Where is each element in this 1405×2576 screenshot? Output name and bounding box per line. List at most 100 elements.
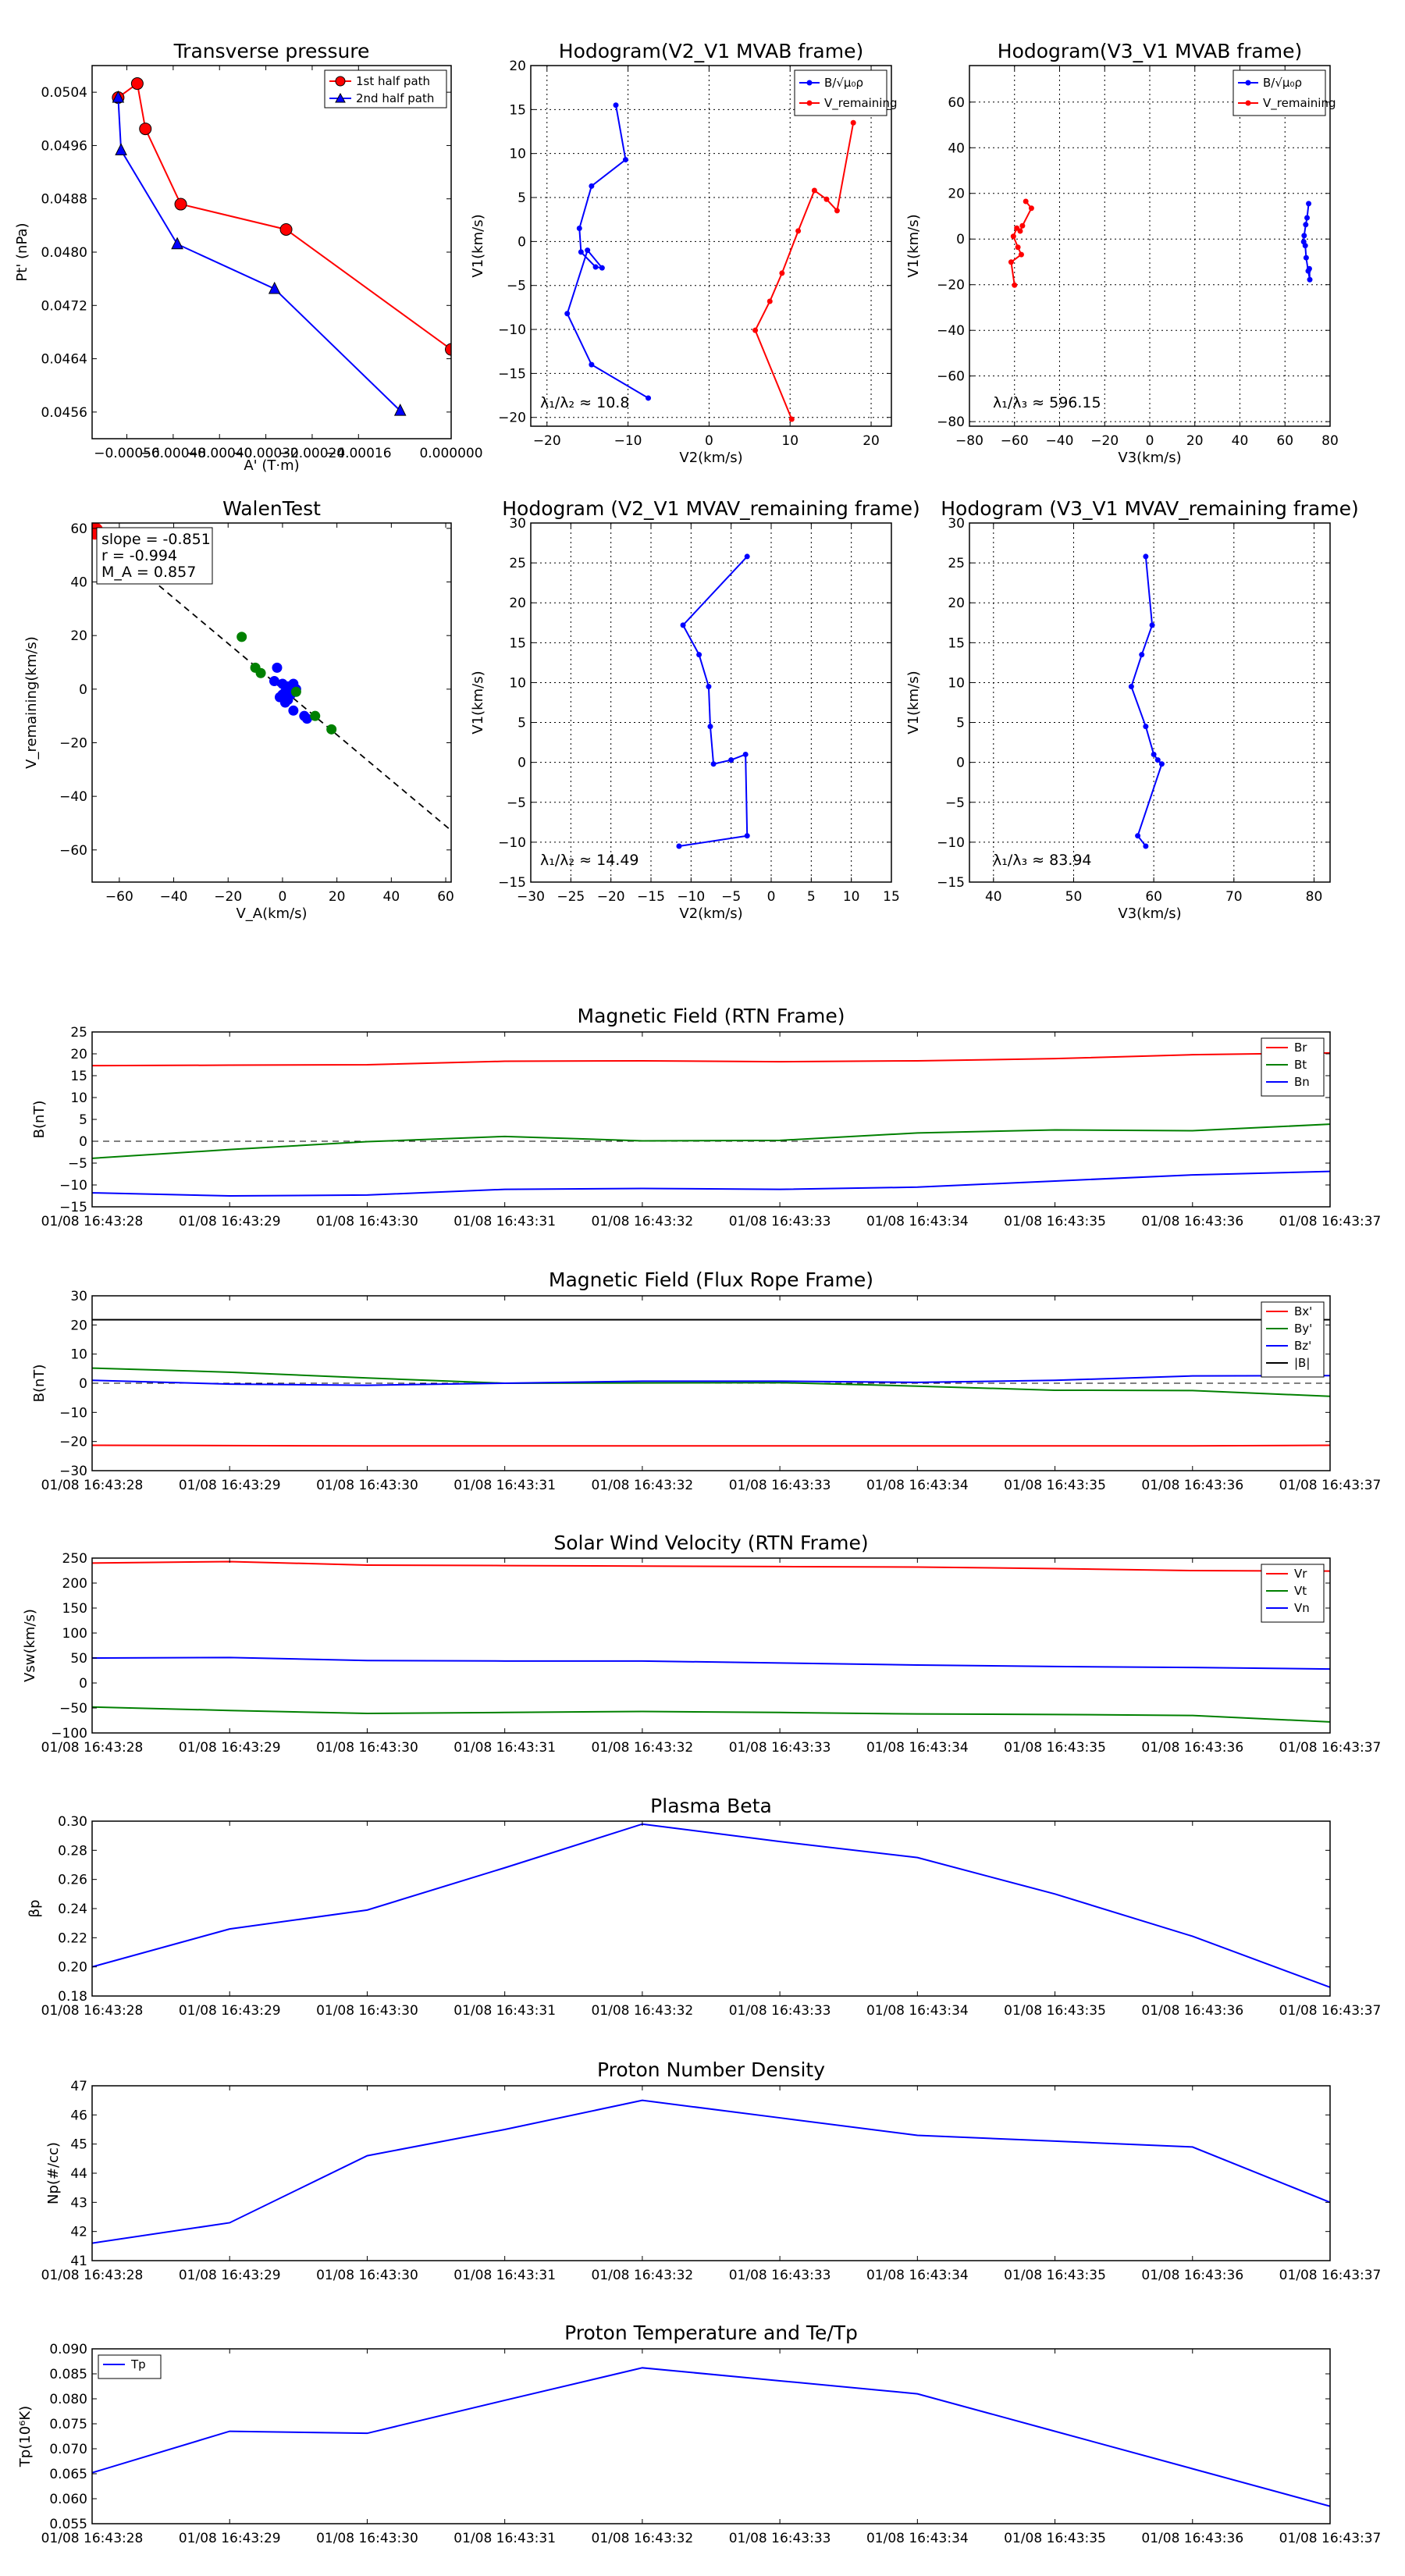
y-tick-label: −20 (937, 278, 965, 294)
y-tick-label: 45 (70, 2137, 87, 2153)
y-tick-label: 15 (948, 635, 965, 651)
eigenvalue-ratio-annotation: λ₁/λ₃ ≈ 596.15 (993, 394, 1101, 411)
legend-label: Tp (130, 2357, 146, 2371)
y-tick-label: −15 (937, 875, 965, 891)
y-tick-label: 0.18 (58, 1989, 87, 2005)
y-tick-label: 25 (948, 556, 965, 571)
legend-label: V_remaining (1263, 96, 1336, 111)
time-tick-label: 01/08 16:43:36 (1141, 2531, 1243, 2546)
chart-title: Proton Number Density (597, 2058, 825, 2081)
time-tick-label: 01/08 16:43:29 (179, 2003, 281, 2019)
chart-title: Transverse pressure (173, 40, 370, 62)
y-tick-label: −5 (945, 795, 965, 811)
time-tick-label: 01/08 16:43:31 (454, 2531, 556, 2546)
data-point (767, 298, 773, 304)
y-tick-label: 60 (948, 95, 965, 111)
y-tick-label: 46 (70, 2108, 87, 2123)
x-axis-label: V2(km/s) (679, 450, 742, 466)
x-tick-label: −5 (721, 889, 741, 905)
data-point (752, 327, 759, 333)
y-tick-label: 20 (509, 596, 526, 611)
plot-series (676, 553, 750, 849)
data-point (1143, 843, 1149, 849)
y-tick-label: 20 (509, 59, 526, 74)
data-point (1303, 222, 1309, 228)
y-tick-label: 0.0464 (41, 352, 87, 368)
data-point (795, 228, 802, 234)
time-tick-label: 01/08 16:43:34 (866, 1214, 969, 1229)
y-tick-label: 10 (948, 675, 965, 691)
y-axis-label: βp (27, 1900, 43, 1918)
grid (969, 66, 1331, 426)
y-tick-label: 5 (518, 190, 526, 206)
y-tick-label: −15 (498, 875, 526, 891)
time-tick-label: 01/08 16:43:35 (1004, 1214, 1106, 1229)
legend-label: B/√μ₀ρ (824, 76, 863, 90)
legend-label: Vn (1294, 1601, 1310, 1615)
data-point (279, 222, 293, 236)
legend-marker-v (806, 100, 813, 106)
chart-title: Hodogram (V2_V1 MVAV_remaining frame) (502, 497, 920, 520)
y-tick-label: 0.065 (49, 2467, 87, 2482)
time-tick-label: 01/08 16:43:33 (729, 1478, 831, 1493)
legend-label: V_remaining (824, 96, 898, 111)
x-tick-label: −0.00032 (233, 446, 299, 461)
data-point (301, 713, 312, 724)
data-point (1028, 205, 1034, 212)
y-tick-label: −10 (937, 835, 965, 851)
panel-hodogram-v2-v1-mvav: Hodogram (V2_V1 MVAV_remaining frame) −3… (470, 497, 920, 922)
plot-frame (969, 65, 1331, 427)
x-axis-label: V3(km/s) (1118, 906, 1181, 922)
y-tick-label: 0 (518, 234, 526, 250)
x-tick-label: −20 (1090, 433, 1119, 449)
y-tick-label: 30 (948, 516, 965, 532)
y-tick-label: 5 (518, 716, 526, 731)
y-tick-label: −60 (59, 843, 87, 859)
y-axis-label: B(nT) (31, 1364, 48, 1403)
time-tick-label: 01/08 16:43:28 (41, 2003, 144, 2019)
data-point (326, 724, 337, 735)
series-line (92, 1123, 1330, 1159)
data-point (707, 724, 713, 730)
y-axis-label: V1(km/s) (905, 214, 922, 277)
y-tick-label: 43 (70, 2195, 87, 2211)
chart-title: Magnetic Field (RTN Frame) (578, 1005, 845, 1027)
time-tick-label: 01/08 16:43:32 (592, 2531, 694, 2546)
y-tick-label: 20 (70, 1047, 87, 1062)
y-tick-label: 25 (70, 1025, 87, 1041)
panel-hodogram-v3-v1-mvav: Hodogram (V3_V1 MVAV_remaining frame) 40… (905, 497, 1359, 922)
plot-series (92, 1560, 1330, 1723)
plot-series (92, 1823, 1330, 1988)
time-tick-label: 01/08 16:43:37 (1279, 1478, 1382, 1493)
plot-frame (91, 2085, 1331, 2261)
stat-correlation: r = -0.994 (101, 547, 177, 564)
y-tick-label: 0 (956, 756, 965, 771)
time-tick-label: 01/08 16:43:28 (41, 2268, 144, 2283)
time-tick-label: 01/08 16:43:29 (179, 1478, 281, 1493)
x-tick-label: −0.00040 (187, 446, 253, 461)
data-point (237, 632, 247, 642)
data-point (130, 77, 144, 91)
eigenvalue-ratio-annotation: λ₁/λ₂ ≈ 14.49 (540, 852, 639, 869)
data-point (706, 684, 712, 690)
legend-label: |B| (1294, 1356, 1310, 1370)
x-tick-label: 20 (863, 433, 880, 449)
y-axis-label: Vsw(km/s) (22, 1609, 38, 1682)
x-axis-label: A' (T·m) (244, 457, 299, 474)
time-tick-label: 01/08 16:43:32 (592, 1478, 694, 1493)
y-axis-label: Tp(10⁶K) (17, 2406, 34, 2467)
data-point (1018, 251, 1024, 258)
x-tick-label: −0.00024 (279, 446, 346, 461)
time-tick-label: 01/08 16:43:36 (1141, 1478, 1243, 1493)
panel-plasma-beta: Plasma Beta 01/08 16:43:28 01/08 16:43:29… (27, 1795, 1381, 2019)
data-point (139, 123, 152, 136)
data-point (680, 622, 686, 628)
legend-label: Bn (1294, 1075, 1310, 1089)
time-tick-label: 01/08 16:43:30 (316, 1478, 418, 1493)
y-tick-label: 10 (70, 1347, 87, 1363)
series-line (117, 82, 451, 350)
y-tick-label: 15 (509, 102, 526, 118)
x-tick-label: 80 (1321, 433, 1339, 449)
plot-frame (91, 1557, 1331, 1734)
data-point (279, 697, 290, 708)
